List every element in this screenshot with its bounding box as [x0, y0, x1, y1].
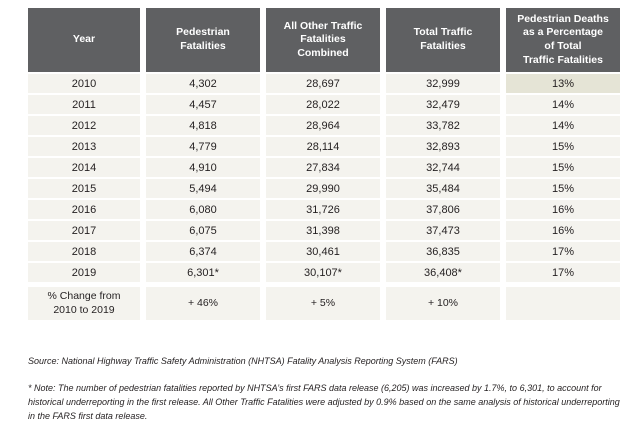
other-fatalities-cell: 28,114 — [266, 137, 380, 156]
pedestrian-fatalities-cell: 5,494 — [146, 179, 260, 198]
pedestrian-fatalities-cell: 6,080 — [146, 200, 260, 219]
year-cell: 2019 — [28, 263, 140, 282]
other-fatalities-cell: 28,697 — [266, 74, 380, 93]
total-fatalities-cell: 37,806 — [386, 200, 500, 219]
pedestrian-percentage-cell: 15% — [506, 158, 620, 177]
year-cell: 2015 — [28, 179, 140, 198]
column-header-pedestrian-fatalities: Pedestrian Fatalities — [146, 8, 260, 72]
total-fatalities-cell: 37,473 — [386, 221, 500, 240]
column-header-all-other-traffic-fatalities: All Other Traffic Fatalities Combined — [266, 8, 380, 72]
pedestrian-percentage-cell: 14% — [506, 95, 620, 114]
year-cell: 2016 — [28, 200, 140, 219]
total-fatalities-cell: 32,744 — [386, 158, 500, 177]
other-fatalities-cell: 31,398 — [266, 221, 380, 240]
pedestrian-percentage-cell: 13% — [506, 74, 620, 93]
year-cell: 2018 — [28, 242, 140, 261]
pedestrian-percentage-cell: 14% — [506, 116, 620, 135]
other-fatalities-cell: 30,461 — [266, 242, 380, 261]
pedestrian-fatalities-cell: 4,302 — [146, 74, 260, 93]
year-cell: 2012 — [28, 116, 140, 135]
column-header-total-traffic-fatalities: Total Traffic Fatalities — [386, 8, 500, 72]
other-fatalities-cell: 28,022 — [266, 95, 380, 114]
pedestrian-percentage-cell: 16% — [506, 200, 620, 219]
pedestrian-percentage-cell: 15% — [506, 179, 620, 198]
pedestrian-percentage-cell: 16% — [506, 221, 620, 240]
total-fatalities-cell: 32,893 — [386, 137, 500, 156]
pedestrian-fatalities-cell: 4,779 — [146, 137, 260, 156]
other-fatalities-cell: 30,107* — [266, 263, 380, 282]
other-fatalities-cell: 28,964 — [266, 116, 380, 135]
other-fatalities-cell: 29,990 — [266, 179, 380, 198]
pedestrian-percentage-cell: 17% — [506, 242, 620, 261]
pedestrian-fatalities-cell: 4,818 — [146, 116, 260, 135]
other-fatalities-cell: 27,834 — [266, 158, 380, 177]
total-fatalities-cell: 32,479 — [386, 95, 500, 114]
year-cell: 2013 — [28, 137, 140, 156]
column-header-year: Year — [28, 8, 140, 72]
summary-percentage-empty-cell — [506, 287, 620, 320]
total-fatalities-cell: 33,782 — [386, 116, 500, 135]
total-fatalities-cell: 32,999 — [386, 74, 500, 93]
pedestrian-fatalities-cell: 6,374 — [146, 242, 260, 261]
pedestrian-percentage-cell: 15% — [506, 137, 620, 156]
source-attribution: Source: National Highway Traffic Safety … — [28, 356, 458, 366]
summary-pedestrian-change-cell: + 46% — [146, 287, 260, 320]
year-cell: 2011 — [28, 95, 140, 114]
year-cell: 2010 — [28, 74, 140, 93]
column-header-pedestrian-deaths-percentage: Pedestrian Deaths as a Percentage of Tot… — [506, 8, 620, 72]
total-fatalities-cell: 35,484 — [386, 179, 500, 198]
pedestrian-fatalities-cell: 6,075 — [146, 221, 260, 240]
footnote: * Note: The number of pedestrian fatalit… — [28, 383, 620, 421]
total-fatalities-cell: 36,408* — [386, 263, 500, 282]
year-cell: 2017 — [28, 221, 140, 240]
pedestrian-fatalities-cell: 4,457 — [146, 95, 260, 114]
fatalities-table: Year Pedestrian Fatalities All Other Tra… — [28, 8, 620, 320]
summary-label-cell: % Change from 2010 to 2019 — [28, 287, 140, 320]
summary-other-change-cell: + 5% — [266, 287, 380, 320]
summary-total-change-cell: + 10% — [386, 287, 500, 320]
pedestrian-percentage-cell: 17% — [506, 263, 620, 282]
other-fatalities-cell: 31,726 — [266, 200, 380, 219]
pedestrian-fatalities-cell: 4,910 — [146, 158, 260, 177]
total-fatalities-cell: 36,835 — [386, 242, 500, 261]
year-cell: 2014 — [28, 158, 140, 177]
pedestrian-fatalities-cell: 6,301* — [146, 263, 260, 282]
